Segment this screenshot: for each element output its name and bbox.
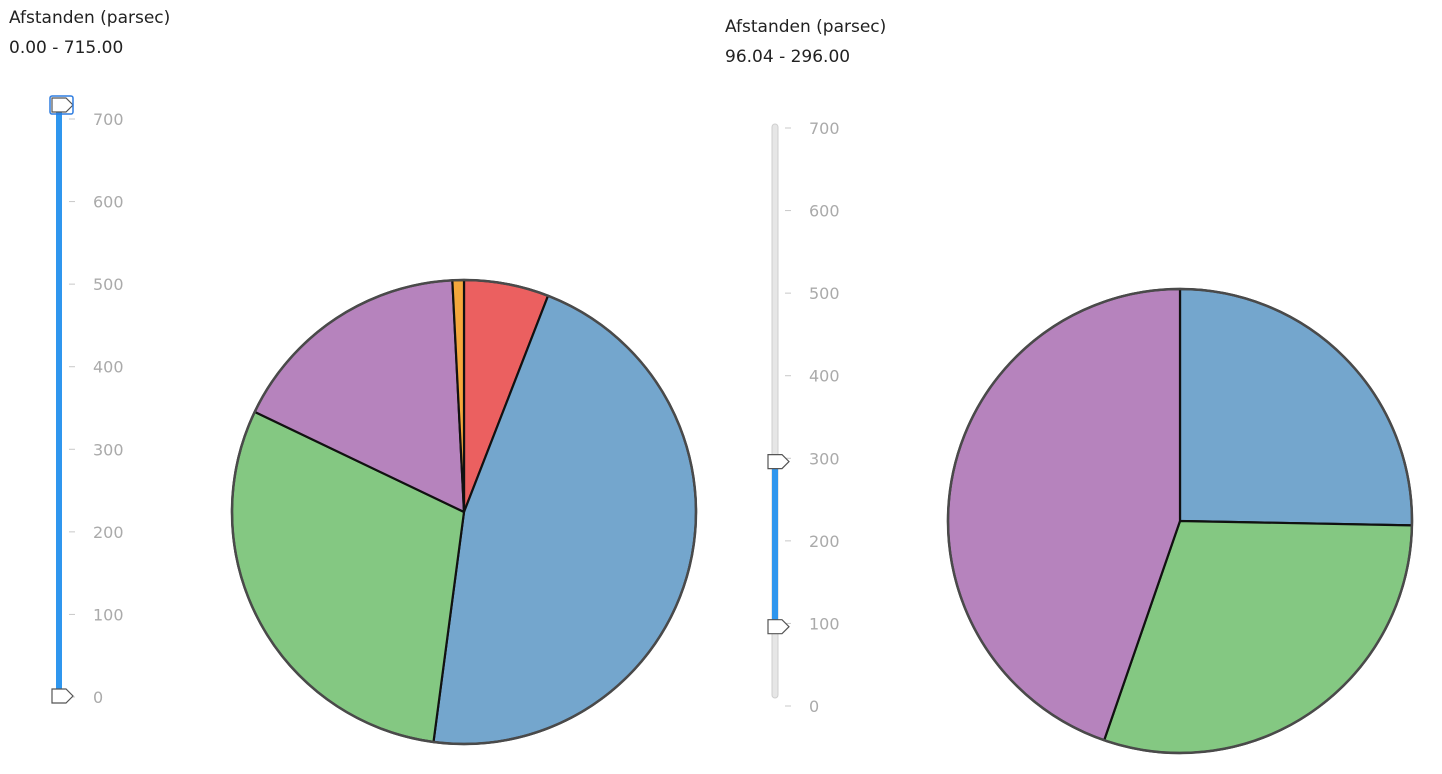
- slider-upper-handle[interactable]: [49, 95, 74, 115]
- filter-title: Afstanden (parsec): [9, 8, 171, 28]
- pie-chart: [230, 278, 698, 746]
- slider-tick-label: 700: [93, 110, 124, 129]
- slider-tick-label: 700: [809, 119, 840, 138]
- chart-panel-right: Afstanden (parsec) 96.04 - 296.00 0 100 20…: [716, 0, 1442, 774]
- filter-range-text: 0.00 - 715.00: [9, 38, 124, 58]
- slider-tick-label: 500: [809, 284, 840, 303]
- slider-tick-label: 600: [809, 202, 840, 221]
- slider-tick-label: 0: [809, 697, 819, 716]
- slider-tick-label: 0: [93, 688, 103, 707]
- slider-selected-range: [772, 461, 778, 627]
- pie-outline: [946, 287, 1414, 755]
- slider-lower-handle[interactable]: [767, 619, 790, 635]
- slider-tick-label: 500: [93, 275, 124, 294]
- slider-tick-label: 200: [93, 523, 124, 542]
- pie-outline: [230, 278, 698, 746]
- slider-lower-handle[interactable]: [51, 688, 74, 704]
- slider-upper-handle[interactable]: [767, 453, 790, 470]
- slider-tick-label: 100: [93, 605, 124, 624]
- slider-tick-label: 100: [809, 614, 840, 633]
- slider-tick-label: 400: [93, 358, 124, 377]
- slider-selected-range: [56, 105, 62, 696]
- slider-tick-label: 400: [809, 367, 840, 386]
- slider-tick-label: 600: [93, 193, 124, 212]
- slider-handle-focus: [49, 95, 74, 115]
- filter-title: Afstanden (parsec): [725, 17, 887, 37]
- slider-tick-label: 200: [809, 532, 840, 551]
- slider-tick-label: 300: [809, 449, 840, 468]
- chart-panel-left: Afstanden (parsec) 0.00 - 715.00 0 100 200…: [0, 0, 720, 774]
- slider-tick-label: 300: [93, 440, 124, 459]
- pie-slice: [1178, 287, 1414, 527]
- pie-chart: [946, 287, 1414, 755]
- distance-range-slider[interactable]: 0 100 200 300 400 500 600 700: [716, 0, 916, 774]
- distance-range-slider[interactable]: 0 100 200 300 400 500 600 700: [0, 0, 200, 774]
- filter-range-text: 96.04 - 296.00: [725, 47, 851, 67]
